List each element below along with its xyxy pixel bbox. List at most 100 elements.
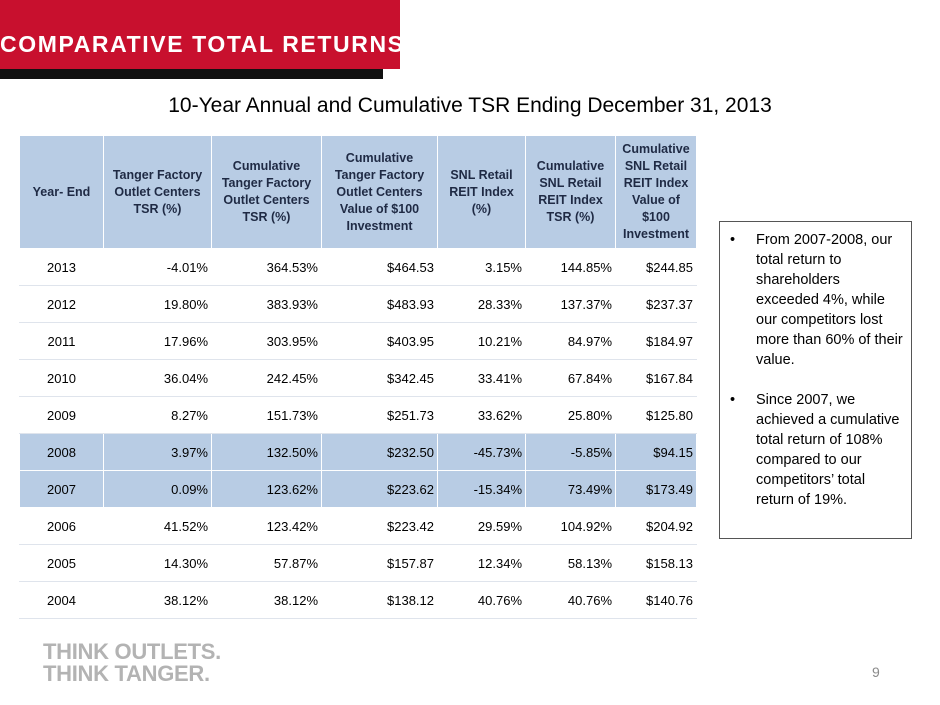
column-header-snl-index: SNL Retail REIT Index (%) <box>437 135 526 249</box>
table-row: 2006 41.52% 123.42% $223.42 29.59% 104.92% $20… <box>19 507 697 545</box>
value-cell: 25.80% <box>525 396 616 434</box>
value-cell: 123.42% <box>211 507 322 545</box>
value-cell: 29.59% <box>437 507 526 545</box>
value-cell: 137.37% <box>525 285 616 323</box>
value-cell: 10.21% <box>437 322 526 360</box>
year-cell: 2009 <box>19 396 104 434</box>
table-header-row: Year- End Tanger Factory Outlet Centers … <box>19 135 697 249</box>
value-cell: 40.76% <box>525 581 616 619</box>
value-cell: 242.45% <box>211 359 322 397</box>
value-cell: 3.15% <box>437 248 526 286</box>
value-cell: 364.53% <box>211 248 322 286</box>
column-header-tanger-tsr: Tanger Factory Outlet Centers TSR (%) <box>103 135 212 249</box>
column-header-tanger-value: Cumulative Tanger Factory Outlet Centers… <box>321 135 438 249</box>
table-row: 2007 0.09% 123.62% $223.62 -15.34% 73.49% $173… <box>19 470 697 508</box>
callout-bullet: • Since 2007, we achieved a cumulative t… <box>726 390 905 510</box>
value-cell: -45.73% <box>437 433 526 471</box>
value-cell: 33.41% <box>437 359 526 397</box>
value-cell: $251.73 <box>321 396 438 434</box>
column-header-year: Year- End <box>19 135 104 249</box>
bullet-marker: • <box>730 232 736 248</box>
year-cell: 2005 <box>19 544 104 582</box>
value-cell: -5.85% <box>525 433 616 471</box>
value-cell: $464.53 <box>321 248 438 286</box>
value-cell: 19.80% <box>103 285 212 323</box>
value-cell: 0.09% <box>103 470 212 508</box>
year-cell: 2006 <box>19 507 104 545</box>
page-title: COMPARATIVE TOTAL RETURNS <box>0 31 405 57</box>
title-banner <box>0 0 400 69</box>
value-cell: $483.93 <box>321 285 438 323</box>
value-cell: 144.85% <box>525 248 616 286</box>
value-cell: 303.95% <box>211 322 322 360</box>
value-cell: 28.33% <box>437 285 526 323</box>
value-cell: 40.76% <box>437 581 526 619</box>
logo-line-1: THINK OUTLETS. <box>43 639 221 664</box>
value-cell: 383.93% <box>211 285 322 323</box>
value-cell: 104.92% <box>525 507 616 545</box>
year-cell: 2007 <box>19 470 104 508</box>
table-row: 2013 -4.01% 364.53% $464.53 3.15% 144.85% $244… <box>19 248 697 286</box>
table-title: 10-Year Annual and Cumulative TSR Ending… <box>168 94 772 117</box>
value-cell: $94.15 <box>615 433 697 471</box>
logo-line-2: THINK TANGER. <box>43 661 210 686</box>
year-cell: 2008 <box>19 433 104 471</box>
callout-text: Since 2007, we achieved a cumulative tot… <box>756 392 900 508</box>
value-cell: $204.92 <box>615 507 697 545</box>
year-cell: 2013 <box>19 248 104 286</box>
page-number: 9 <box>872 664 880 680</box>
callout-bullet: • From 2007-2008, our total return to sh… <box>726 230 905 370</box>
tsr-table: Year- End Tanger Factory Outlet Centers … <box>19 135 697 619</box>
value-cell: 38.12% <box>103 581 212 619</box>
value-cell: $125.80 <box>615 396 697 434</box>
bullet-marker: • <box>730 392 736 408</box>
value-cell: $157.87 <box>321 544 438 582</box>
column-header-snl-value: Cumulative SNL Retail REIT Index Value o… <box>615 135 697 249</box>
table-row: 2004 38.12% 38.12% $138.12 40.76% 40.76% $140.… <box>19 581 697 619</box>
think-tanger-logo: THINK OUTLETS. THINK TANGER. <box>43 641 221 685</box>
value-cell: 67.84% <box>525 359 616 397</box>
year-cell: 2012 <box>19 285 104 323</box>
table-row: 2009 8.27% 151.73% $251.73 33.62% 25.80% $125.… <box>19 396 697 434</box>
value-cell: -4.01% <box>103 248 212 286</box>
table-row: 2010 36.04% 242.45% $342.45 33.41% 67.84% $167… <box>19 359 697 397</box>
value-cell: 12.34% <box>437 544 526 582</box>
value-cell: 33.62% <box>437 396 526 434</box>
value-cell: 57.87% <box>211 544 322 582</box>
table-row: 2008 3.97% 132.50% $232.50 -45.73% -5.85% $94.… <box>19 433 697 471</box>
value-cell: 151.73% <box>211 396 322 434</box>
value-cell: $158.13 <box>615 544 697 582</box>
callout-text: From 2007-2008, our total return to shar… <box>756 232 903 368</box>
value-cell: 3.97% <box>103 433 212 471</box>
year-cell: 2011 <box>19 322 104 360</box>
value-cell: $184.97 <box>615 322 697 360</box>
value-cell: $138.12 <box>321 581 438 619</box>
value-cell: 38.12% <box>211 581 322 619</box>
value-cell: 73.49% <box>525 470 616 508</box>
value-cell: 36.04% <box>103 359 212 397</box>
table-row: 2012 19.80% 383.93% $483.93 28.33% 137.37% $23… <box>19 285 697 323</box>
column-header-snl-cumulative-tsr: Cumulative SNL Retail REIT Index TSR (%) <box>525 135 616 249</box>
value-cell: 58.13% <box>525 544 616 582</box>
value-cell: 17.96% <box>103 322 212 360</box>
column-header-tanger-cumulative-tsr: Cumulative Tanger Factory Outlet Centers… <box>211 135 322 249</box>
value-cell: $342.45 <box>321 359 438 397</box>
value-cell: $140.76 <box>615 581 697 619</box>
value-cell: 84.97% <box>525 322 616 360</box>
table-row: 2011 17.96% 303.95% $403.95 10.21% 84.97% $184… <box>19 322 697 360</box>
value-cell: 132.50% <box>211 433 322 471</box>
value-cell: $403.95 <box>321 322 438 360</box>
value-cell: $223.42 <box>321 507 438 545</box>
value-cell: $244.85 <box>615 248 697 286</box>
value-cell: $223.62 <box>321 470 438 508</box>
year-cell: 2004 <box>19 581 104 619</box>
callout-box: • From 2007-2008, our total return to sh… <box>719 221 912 539</box>
value-cell: -15.34% <box>437 470 526 508</box>
value-cell: $232.50 <box>321 433 438 471</box>
year-cell: 2010 <box>19 359 104 397</box>
value-cell: 14.30% <box>103 544 212 582</box>
value-cell: $237.37 <box>615 285 697 323</box>
table-row: 2005 14.30% 57.87% $157.87 12.34% 58.13% $158.… <box>19 544 697 582</box>
value-cell: 41.52% <box>103 507 212 545</box>
value-cell: 8.27% <box>103 396 212 434</box>
